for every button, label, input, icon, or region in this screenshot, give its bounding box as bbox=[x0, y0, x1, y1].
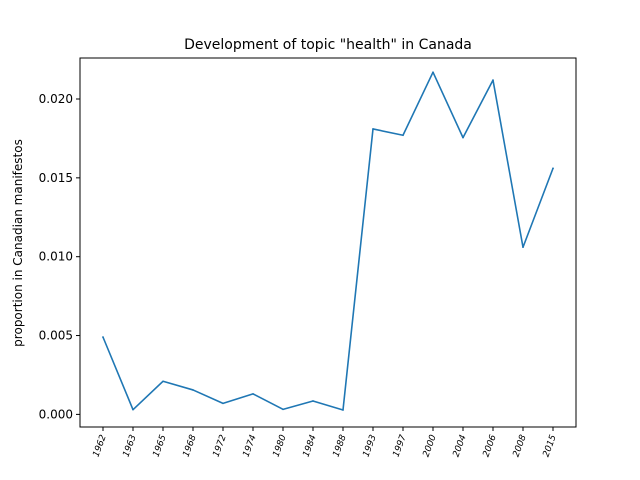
y-tick-label: 0.015 bbox=[39, 171, 73, 185]
data-point-1962 bbox=[102, 336, 104, 338]
data-point-2008 bbox=[522, 246, 524, 249]
data-point-1993 bbox=[372, 128, 374, 130]
y-tick-label: 0.020 bbox=[39, 92, 73, 106]
data-point-1980 bbox=[282, 408, 284, 411]
y-axis-ticks: 0.000 0.005 0.010 0.015 0.020 bbox=[39, 92, 80, 421]
data-point-1988 bbox=[342, 409, 344, 411]
y-tick-label: 0.000 bbox=[39, 407, 73, 421]
chart-title: Development of topic "health" in Canada bbox=[184, 37, 472, 53]
data-point-1997 bbox=[402, 134, 404, 137]
data-point-2004 bbox=[462, 136, 464, 139]
series-layer bbox=[101, 71, 555, 411]
data-point-1974 bbox=[252, 393, 254, 395]
series-line bbox=[101, 71, 555, 411]
data-point-1984 bbox=[312, 400, 314, 402]
data-point-2000 bbox=[432, 71, 434, 73]
plot-area-frame bbox=[79, 57, 577, 428]
data-point-1968 bbox=[192, 389, 194, 391]
data-point-1972 bbox=[222, 402, 224, 405]
y-tick-label: 0.005 bbox=[39, 329, 73, 343]
y-tick-label: 0.010 bbox=[39, 250, 73, 264]
y-axis-label: proportion in Canadian manifestos bbox=[11, 139, 25, 347]
data-point-2006 bbox=[492, 79, 494, 81]
data-point-2015 bbox=[552, 167, 554, 170]
data-point-1965 bbox=[162, 380, 164, 383]
data-point-1963 bbox=[132, 408, 134, 411]
